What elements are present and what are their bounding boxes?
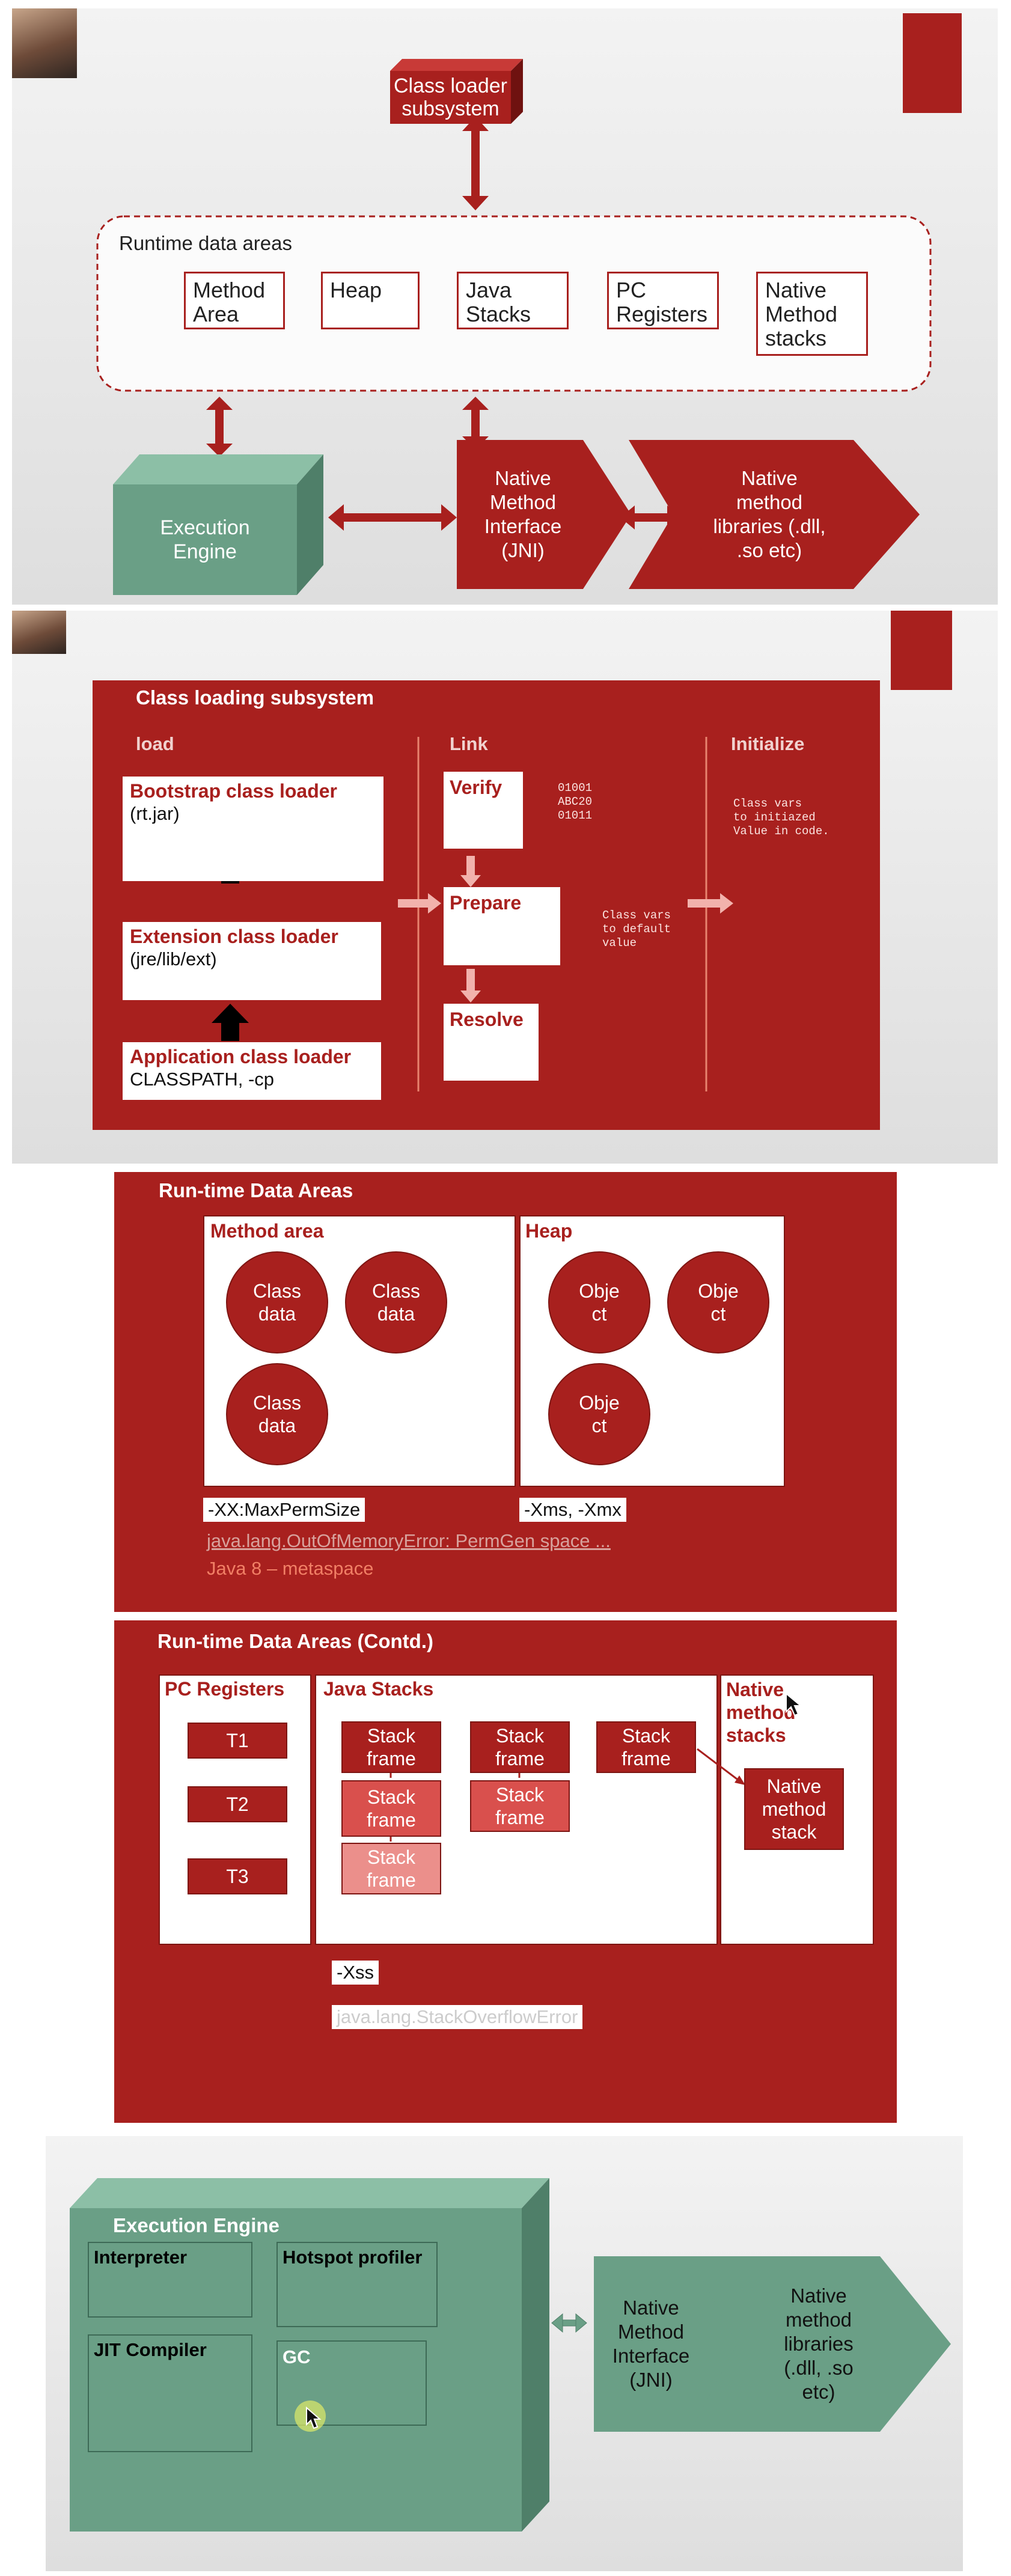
class-data-circle: Class data	[345, 1251, 447, 1354]
stackoverflow-error: java.lang.StackOverflowError	[332, 2005, 583, 2029]
application-loader-box: Application class loader CLASSPATH, -cp	[123, 1042, 381, 1100]
presenter-webcam	[12, 8, 77, 78]
maxpermsize-flag: -XX:MaxPermSize	[203, 1498, 365, 1522]
thread-register: T1	[188, 1723, 287, 1759]
java-stacks-label: Java Stacks	[323, 1678, 434, 1700]
jni-shape-green	[594, 2256, 739, 2432]
execution-engine-top	[70, 2178, 549, 2208]
slide-class-loading-subsystem: Class loading subsystem load Link Initia…	[12, 611, 998, 1164]
initialize-note: Class vars to initiazed Value in code.	[733, 797, 829, 838]
hotspot-profiler-label: Hotspot profiler	[283, 2247, 423, 2268]
native-libs-label: Native method libraries (.dll, .so etc)	[713, 467, 826, 561]
extension-loader-title: Extension class loader	[130, 926, 338, 947]
corner-accent	[903, 13, 962, 113]
class-data-circle: Class data	[226, 1251, 328, 1354]
interpreter-box: Interpreter	[88, 2242, 252, 2318]
stack-frame: Stack frame	[341, 1843, 441, 1894]
pc-registers-box: PC Registers	[607, 272, 719, 329]
thread-register: T2	[188, 1786, 287, 1822]
native-libs-shape-green	[690, 2256, 951, 2432]
execution-engine-front	[70, 2208, 522, 2532]
corner-accent	[891, 611, 952, 690]
native-stacks-label: Native method stacks	[726, 1679, 796, 1746]
application-loader-sub: CLASSPATH, -cp	[130, 1069, 275, 1090]
object-circle: Obje ct	[667, 1251, 769, 1354]
heap-box: Heap	[321, 272, 420, 329]
slide-runtime-data-areas: Run-time Data Areas Method area Heap Cla…	[114, 1172, 897, 1612]
slide1-arrows	[206, 117, 682, 531]
class-loader-box: Class loader subsystem	[390, 71, 511, 124]
stack-frame: Stack frame	[341, 1721, 441, 1773]
execution-engine-box-side	[297, 454, 323, 595]
execution-engine-box-top	[113, 454, 323, 484]
stack-frame: Stack frame	[341, 1780, 441, 1837]
verify-label: Verify	[450, 777, 502, 798]
class-data-circle: Class data	[226, 1363, 328, 1465]
method-area-label: Method area	[210, 1220, 324, 1242]
object-circle: Obje ct	[548, 1251, 650, 1354]
frame-to-native-stack-arrow	[697, 1748, 742, 1784]
prepare-note: Class vars to default value	[602, 909, 671, 950]
pc-registers-label: PC Registers	[165, 1678, 285, 1700]
gc-label: GC	[283, 2346, 311, 2367]
class-loader-box-side	[511, 59, 523, 124]
stack-frame: Stack frame	[470, 1780, 570, 1832]
execution-engine-title: Execution Engine	[113, 2214, 279, 2236]
object-circle: Obje ct	[548, 1363, 650, 1465]
bootstrap-loader-sub: (rt.jar)	[130, 803, 180, 824]
execution-engine-box-front	[113, 484, 297, 595]
runtime-areas-contd-title: Run-time Data Areas (Contd.)	[157, 1630, 433, 1652]
heap-size-flag: -Xms, -Xmx	[519, 1498, 626, 1522]
slide-jvm-architecture: Class loader subsystem Runtime data area…	[12, 8, 998, 605]
stack-frame: Stack frame	[470, 1721, 570, 1773]
bootstrap-loader-box: Bootstrap class loader (rt.jar)	[123, 777, 383, 881]
gc-box: GC	[276, 2340, 427, 2426]
slide5-shapes	[70, 2178, 951, 2532]
method-area-box: Method Area	[184, 272, 285, 329]
runtime-data-areas-label: Runtime data areas	[119, 232, 292, 254]
xss-flag: -Xss	[332, 1961, 379, 1985]
runtime-areas-title: Run-time Data Areas	[159, 1179, 353, 1201]
native-method-stacks-box: Native Method stacks	[756, 272, 868, 356]
jni-label-green: Native Method Interface (JNI)	[612, 2297, 690, 2391]
slide-runtime-data-areas-contd: Run-time Data Areas (Contd.) PC Register…	[114, 1620, 897, 2123]
class-loading-title: Class loading subsystem	[136, 686, 374, 709]
extension-loader-sub: (jre/lib/ext)	[130, 948, 217, 969]
interpreter-label: Interpreter	[94, 2247, 188, 2268]
phase-arrows	[398, 856, 733, 1003]
bootstrap-loader-title: Bootstrap class loader	[130, 780, 337, 802]
jni-label: Native Method Interface (JNI)	[484, 467, 562, 561]
slide4-arrows	[389, 1748, 745, 1842]
heap-label: Heap	[525, 1220, 573, 1242]
application-loader-title: Application class loader	[130, 1046, 352, 1067]
stack-frame: Stack frame	[596, 1721, 696, 1773]
thread-register: T3	[188, 1858, 287, 1894]
resolve-label: Resolve	[450, 1009, 524, 1030]
hotspot-profiler-box: Hotspot profiler	[276, 2242, 438, 2327]
engine-to-jni-arrow	[551, 2313, 587, 2333]
outofmemory-error: java.lang.OutOfMemoryError: PermGen spac…	[207, 1530, 611, 1551]
column-link: Link	[450, 733, 488, 754]
prepare-box: Prepare	[444, 887, 560, 965]
extension-loader-box: Extension class loader (jre/lib/ext)	[123, 922, 381, 1000]
native-method-stack: Native method stack	[744, 1768, 844, 1850]
java8-metaspace-note: Java 8 – metaspace	[207, 1558, 374, 1579]
jit-compiler-box: JIT Compiler	[88, 2334, 252, 2452]
jit-compiler-label: JIT Compiler	[94, 2339, 207, 2360]
resolve-box: Resolve	[444, 1004, 539, 1081]
execution-engine-side	[522, 2178, 549, 2532]
binary-bytes-note: 01001 ABC20 01011	[558, 781, 593, 822]
jni-shape	[457, 440, 631, 589]
prepare-label: Prepare	[450, 892, 522, 914]
slide-execution-engine: Execution Engine Interpreter Hotspot pro…	[46, 2136, 963, 2571]
native-libs-label-green: Native method libraries (.dll, .so etc)	[784, 2285, 854, 2403]
column-load: load	[136, 733, 174, 754]
column-initialize: Initialize	[731, 733, 805, 754]
verify-box: Verify	[444, 772, 523, 849]
execution-engine-label: Execution Engine	[160, 516, 250, 563]
class-loader-box-top	[390, 59, 523, 71]
native-libs-shape	[629, 440, 920, 589]
presenter-webcam	[12, 611, 66, 654]
java-stacks-box: Java Stacks	[457, 272, 569, 329]
